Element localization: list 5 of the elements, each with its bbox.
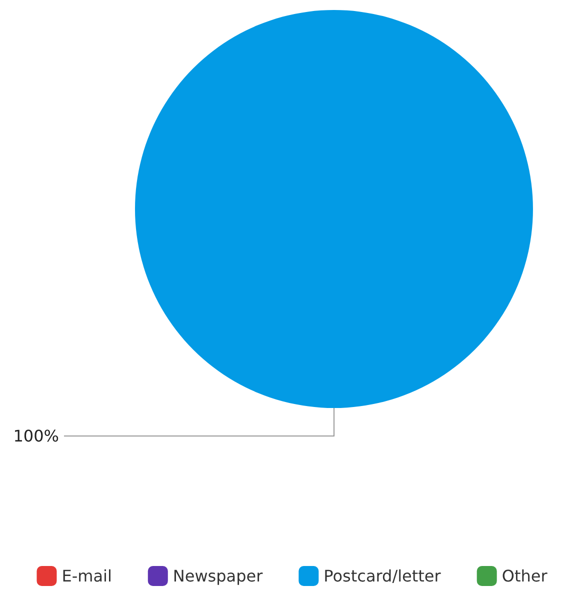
legend-label: Other: [502, 566, 548, 586]
legend-label: Postcard/letter: [324, 566, 442, 586]
legend-label: Newspaper: [172, 566, 264, 586]
data-label: 100%: [13, 426, 59, 446]
legend-label: E-mail: [62, 566, 112, 586]
